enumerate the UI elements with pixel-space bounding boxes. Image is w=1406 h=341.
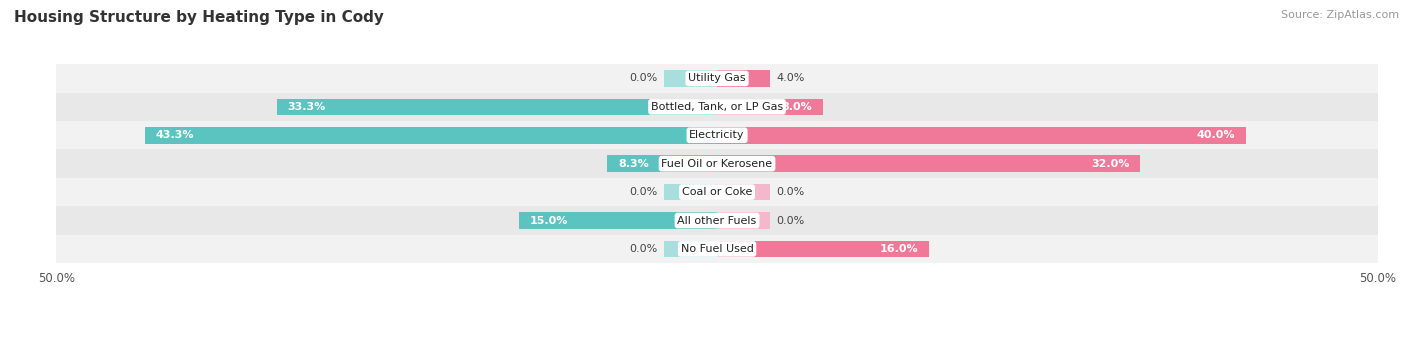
Bar	[56, 121, 1378, 149]
Bar	[717, 184, 770, 201]
Bar	[56, 235, 1378, 263]
Text: 40.0%: 40.0%	[1197, 130, 1234, 140]
Text: Coal or Coke: Coal or Coke	[682, 187, 752, 197]
Bar	[607, 155, 717, 172]
Text: 0.0%: 0.0%	[776, 216, 804, 225]
Bar	[56, 178, 1378, 206]
Bar	[717, 99, 823, 115]
Text: Bottled, Tank, or LP Gas: Bottled, Tank, or LP Gas	[651, 102, 783, 112]
Text: 33.3%: 33.3%	[287, 102, 326, 112]
Text: Fuel Oil or Kerosene: Fuel Oil or Kerosene	[661, 159, 773, 169]
Text: Source: ZipAtlas.com: Source: ZipAtlas.com	[1281, 10, 1399, 20]
Bar	[717, 70, 770, 87]
Bar	[664, 241, 717, 257]
Bar	[717, 241, 928, 257]
Bar	[717, 212, 770, 229]
Text: 15.0%: 15.0%	[530, 216, 568, 225]
Text: Housing Structure by Heating Type in Cody: Housing Structure by Heating Type in Cod…	[14, 10, 384, 25]
Bar	[664, 184, 717, 201]
Bar	[519, 212, 717, 229]
Text: 32.0%: 32.0%	[1091, 159, 1129, 169]
Bar	[717, 155, 1140, 172]
Text: 0.0%: 0.0%	[776, 187, 804, 197]
Text: 8.3%: 8.3%	[617, 159, 648, 169]
Bar	[145, 127, 717, 144]
Bar	[56, 149, 1378, 178]
Text: 43.3%: 43.3%	[156, 130, 194, 140]
Text: 0.0%: 0.0%	[630, 244, 658, 254]
Text: 8.0%: 8.0%	[782, 102, 813, 112]
Text: 0.0%: 0.0%	[630, 187, 658, 197]
Text: No Fuel Used: No Fuel Used	[681, 244, 754, 254]
Bar	[717, 127, 1246, 144]
Text: 4.0%: 4.0%	[776, 73, 804, 84]
Text: 0.0%: 0.0%	[630, 73, 658, 84]
Bar	[56, 93, 1378, 121]
Text: All other Fuels: All other Fuels	[678, 216, 756, 225]
Text: 16.0%: 16.0%	[879, 244, 918, 254]
Text: Utility Gas: Utility Gas	[689, 73, 745, 84]
Bar	[664, 70, 717, 87]
Bar	[56, 206, 1378, 235]
Text: Electricity: Electricity	[689, 130, 745, 140]
Bar	[56, 64, 1378, 93]
Bar	[277, 99, 717, 115]
